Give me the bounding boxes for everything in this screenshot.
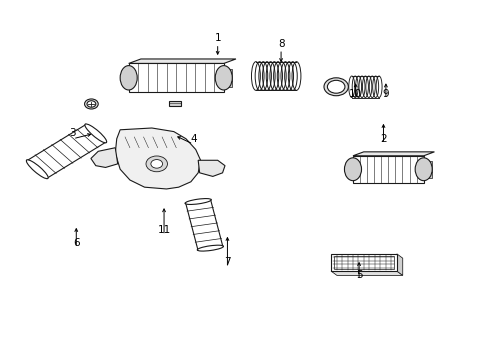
Text: 8: 8: [277, 39, 284, 49]
Polygon shape: [115, 128, 200, 189]
Circle shape: [87, 101, 96, 107]
Circle shape: [327, 80, 344, 93]
Ellipse shape: [344, 158, 361, 181]
Bar: [330, 254, 396, 271]
Polygon shape: [91, 148, 118, 167]
Ellipse shape: [26, 160, 48, 179]
Circle shape: [146, 156, 167, 172]
Polygon shape: [396, 254, 402, 275]
Text: 1: 1: [214, 33, 221, 43]
Bar: [221, 75, 232, 81]
Bar: [420, 172, 431, 178]
Text: 3: 3: [69, 129, 76, 138]
Polygon shape: [128, 59, 236, 63]
Text: 7: 7: [224, 257, 230, 267]
Ellipse shape: [120, 66, 137, 90]
Text: 4: 4: [190, 134, 196, 144]
Ellipse shape: [414, 158, 431, 181]
Bar: [420, 167, 431, 172]
Circle shape: [151, 159, 162, 168]
Ellipse shape: [215, 66, 232, 90]
Bar: [352, 156, 423, 183]
Circle shape: [84, 99, 98, 109]
Polygon shape: [352, 152, 433, 156]
Polygon shape: [198, 160, 224, 176]
Text: 11: 11: [157, 225, 170, 235]
Ellipse shape: [85, 124, 106, 143]
Ellipse shape: [197, 245, 223, 251]
Text: 2: 2: [379, 134, 386, 144]
Bar: [169, 101, 181, 106]
Text: 9: 9: [382, 89, 388, 99]
Polygon shape: [330, 271, 402, 275]
Bar: [420, 161, 431, 166]
Text: 10: 10: [348, 89, 362, 99]
Bar: [221, 81, 232, 87]
Circle shape: [324, 78, 347, 96]
Text: 5: 5: [355, 270, 362, 280]
Bar: [128, 63, 224, 92]
Bar: [221, 69, 232, 75]
Ellipse shape: [185, 199, 211, 204]
Text: 6: 6: [73, 238, 80, 248]
Bar: [333, 256, 393, 269]
